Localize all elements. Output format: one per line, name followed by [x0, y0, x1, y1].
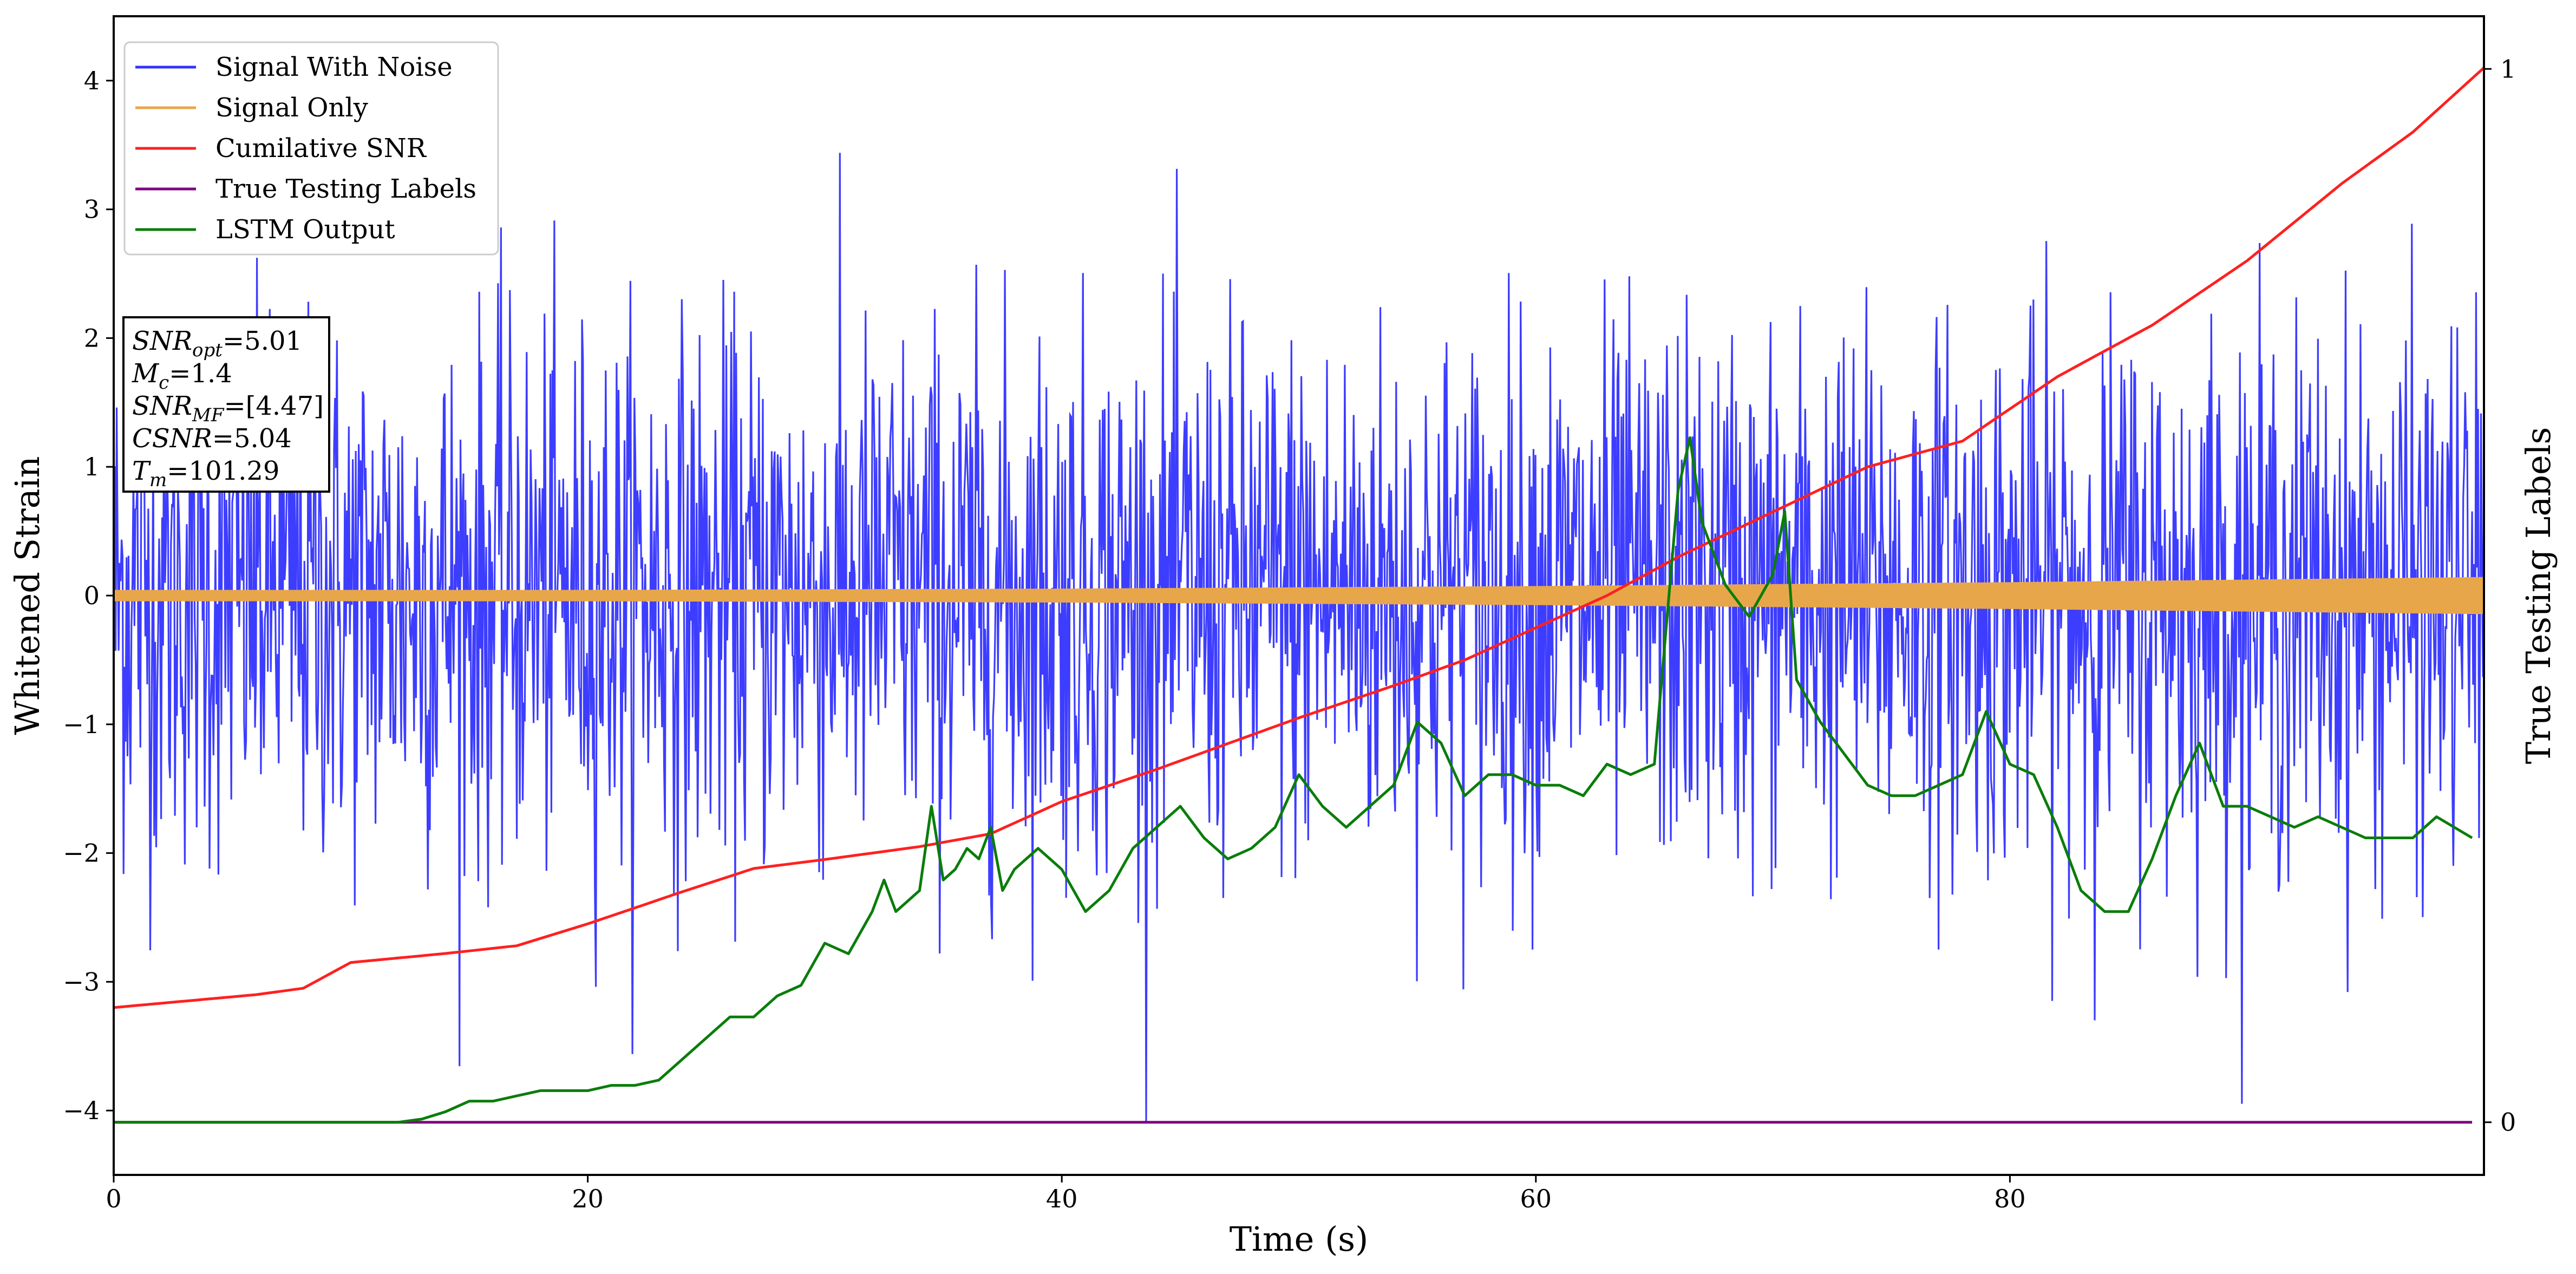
y2-tick-label: 1 [2500, 54, 2516, 83]
y-tick-label: −4 [63, 1096, 100, 1125]
y-tick-label: 3 [84, 195, 100, 224]
annotation-line: CSNR=5.04 [132, 423, 292, 454]
legend: Signal With Noise Signal Only Cumilative S… [123, 41, 499, 256]
legend-entry-label: True Testing Labels [215, 174, 476, 204]
annotation-line: Mc=1.4 [132, 358, 232, 394]
x-tick-label: 0 [106, 1184, 121, 1213]
legend-entry-label: Cumilative SNR [215, 133, 427, 164]
annotation-line: SNRopt=5.01 [132, 326, 302, 361]
x-axis-label: Time (s) [1230, 1219, 1369, 1259]
plot-area [114, 67, 2484, 1124]
x-axis: 0 20 40 60 80 [106, 1175, 2026, 1213]
series-lstm-output [114, 436, 2473, 1124]
x-tick-label: 20 [572, 1184, 604, 1213]
legend-entry-label: LSTM Output [215, 214, 395, 245]
y2-axis-label: True Testing Labels [2519, 427, 2558, 765]
x-tick-label: 80 [1994, 1184, 2026, 1213]
series-signal-only [114, 577, 2484, 615]
y-tick-label: 0 [84, 581, 100, 610]
legend-entry-label: Signal With Noise [215, 52, 453, 82]
annotation-line: SNRMF=[4.47] [132, 391, 324, 426]
series-signal-with-noise [114, 153, 2484, 1123]
annotation-line: Tm=101.29 [132, 456, 279, 491]
y-axis-label: Whitened Strain [8, 456, 47, 735]
x-tick-label: 40 [1046, 1184, 1078, 1213]
x-tick-label: 60 [1520, 1184, 1552, 1213]
legend-box [123, 41, 499, 256]
series-cumilative-snr [114, 67, 2484, 1009]
y-tick-label: 4 [84, 66, 100, 95]
y-tick-label: −1 [63, 710, 100, 739]
y-tick-label: −2 [63, 839, 100, 868]
legend-entry-label: Signal Only [215, 93, 368, 123]
y-tick-label: 2 [84, 323, 100, 352]
annotation-box: SNRopt=5.01Mc=1.4SNRMF=[4.47]CSNR=5.04Tm… [122, 316, 330, 493]
y-tick-label: −3 [63, 967, 100, 996]
y2-axis: 01 [2484, 54, 2516, 1137]
y-axis: −4 −3 −2 −1 0 1 2 3 4 [63, 66, 114, 1125]
y-tick-label: 1 [84, 452, 100, 481]
annotation-frame [122, 316, 330, 493]
y2-tick-label: 0 [2500, 1108, 2516, 1137]
